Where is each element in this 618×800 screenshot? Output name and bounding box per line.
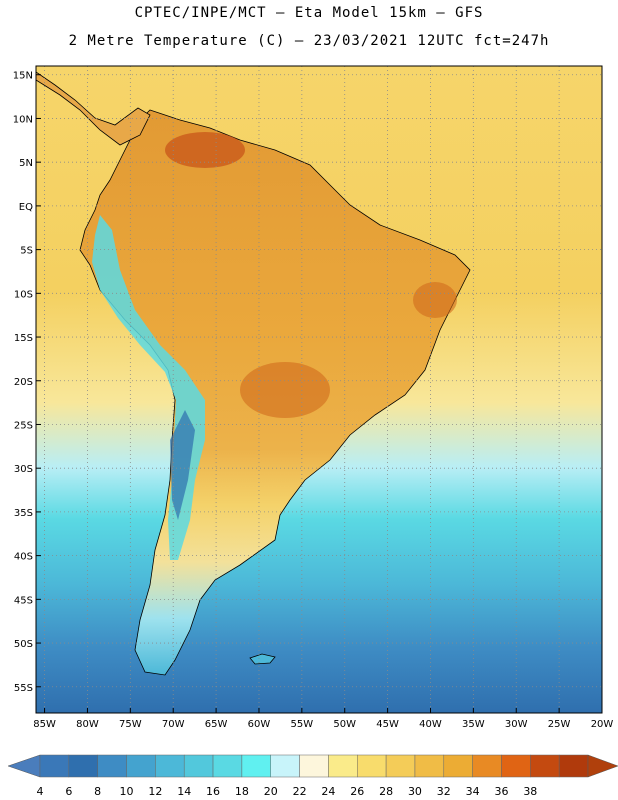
colorbar-swatch	[39, 754, 70, 778]
latitude-label: 10N	[13, 114, 33, 125]
map-frame	[35, 65, 603, 714]
longitude-label: 30W	[505, 719, 528, 730]
map-title-variable: 2 Metre Temperature (C) – 23/03/2021 12U…	[68, 33, 550, 49]
latitude-label: 55S	[14, 683, 33, 694]
latitude-label: 5N	[19, 158, 33, 169]
colorbar-label: 6	[65, 785, 72, 798]
colorbar-swatch	[212, 754, 243, 778]
central-america-landmass	[36, 71, 151, 146]
colorbar-swatch	[126, 754, 156, 778]
latitude-labels: 15N 10N 5N EQ 5S 10S 15S 20S 25S 30S 35S 40S 45S 50S 5…	[13, 71, 33, 694]
colorbar-swatch	[357, 754, 387, 778]
hot-region-central	[240, 362, 330, 418]
colorbar-swatch	[183, 754, 214, 778]
latitude-label: 50S	[14, 639, 33, 650]
colorbar-label: 22	[293, 785, 307, 798]
colorbar-label: 16	[206, 785, 220, 798]
longitude-label: 55W	[291, 719, 314, 730]
colorbar-label: 38	[523, 785, 537, 798]
colorbar-swatch	[501, 754, 531, 778]
longitude-label: 50W	[333, 719, 356, 730]
colorbar-swatch	[472, 754, 502, 778]
colorbar-label: 34	[466, 785, 480, 798]
latitude-label: 15N	[13, 71, 33, 82]
colorbar-swatch	[530, 754, 560, 778]
latitude-label: 30S	[14, 464, 33, 475]
latitude-label: 40S	[14, 552, 33, 563]
colorbar-label: 12	[148, 785, 162, 798]
colorbar-label: 4	[37, 785, 44, 798]
colorbar-swatch	[68, 754, 98, 778]
colorbar-over-arrow	[587, 754, 618, 778]
colorbar-swatch	[443, 754, 473, 778]
latitude-label: 5S	[20, 246, 33, 257]
colorbar-label: 36	[494, 785, 508, 798]
latitude-label: 25S	[14, 420, 33, 431]
colorbar-label: 24	[321, 785, 335, 798]
andes-highlands	[170, 410, 195, 520]
graticule	[36, 66, 603, 713]
longitude-labels: 85W 80W 75W 70W 65W 60W 55W 50W 45W 40W 35W 30W 25W 2…	[33, 719, 613, 730]
colorbar-label: 32	[437, 785, 451, 798]
colorbar-label: 26	[350, 785, 364, 798]
longitude-label: 45W	[376, 719, 399, 730]
colorbar-swatch	[558, 754, 589, 778]
latitude-label: 45S	[14, 595, 33, 606]
latitude-label: 15S	[14, 333, 33, 344]
longitude-label: 85W	[33, 719, 56, 730]
colorbar-swatch	[241, 754, 271, 778]
colorbar-swatch	[328, 754, 358, 778]
longitude-label: 35W	[462, 719, 485, 730]
colorbar-label: 14	[177, 785, 191, 798]
longitude-label: 20W	[591, 719, 614, 730]
colorbar-swatch	[299, 754, 329, 778]
latitude-label: 35S	[14, 508, 33, 519]
hot-region-venezuela	[165, 132, 245, 168]
falkland-islands	[249, 653, 276, 665]
colorbar-swatch	[270, 754, 300, 778]
colorbar-swatch	[97, 754, 127, 778]
hot-region-northeast	[413, 282, 457, 318]
longitude-label: 60W	[248, 719, 271, 730]
temperature-colorbar	[7, 754, 618, 778]
colorbar-label: 10	[120, 785, 134, 798]
longitude-label: 80W	[76, 719, 99, 730]
latitude-label: EQ	[19, 202, 33, 213]
longitude-label: 70W	[162, 719, 185, 730]
colorbar-label: 20	[264, 785, 278, 798]
longitude-label: 25W	[548, 719, 571, 730]
colorbar-label: 30	[408, 785, 422, 798]
latitude-label: 20S	[14, 377, 33, 388]
colorbar-label: 28	[379, 785, 393, 798]
colorbar-swatch	[385, 754, 416, 778]
colorbar-swatch	[155, 754, 185, 778]
longitude-label: 40W	[419, 719, 442, 730]
colorbar-under-arrow	[7, 754, 41, 778]
map-title-model: CPTEC/INPE/MCT – Eta Model 15km – GFS	[134, 5, 484, 21]
longitude-label: 65W	[205, 719, 228, 730]
colorbar-label: 18	[235, 785, 249, 798]
latitude-label: 10S	[14, 289, 33, 300]
colorbar-swatch	[414, 754, 445, 778]
colorbar-labels: 4 6 8 10 12 14 16 18 20 22 24 26 28 30 32 34 36 38	[37, 785, 538, 798]
longitude-label: 75W	[119, 719, 142, 730]
colorbar-label: 8	[94, 785, 101, 798]
